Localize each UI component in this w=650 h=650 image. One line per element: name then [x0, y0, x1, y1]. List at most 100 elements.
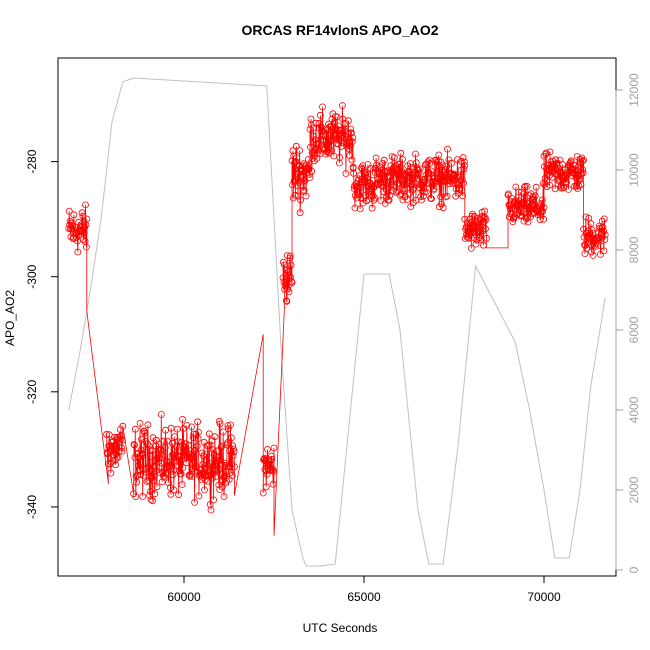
apo-point	[322, 125, 330, 133]
apo-point	[601, 236, 609, 244]
apo-point	[428, 195, 435, 203]
apo-point	[151, 490, 159, 498]
apo-point	[109, 444, 117, 452]
apo-point	[416, 165, 424, 173]
apo-point	[309, 132, 317, 140]
y-tick-label: -280	[25, 149, 39, 173]
apo-point	[267, 452, 275, 460]
apo-point	[179, 464, 187, 471]
apo-point	[396, 163, 404, 171]
apo-point	[292, 142, 300, 150]
apo-point	[509, 218, 517, 226]
apo-point	[169, 471, 177, 479]
apo-point	[424, 158, 432, 166]
apo-point	[521, 183, 528, 191]
apo-point	[144, 421, 152, 429]
apo-point	[366, 186, 374, 194]
apo-point	[458, 187, 466, 194]
apo-point	[576, 155, 584, 163]
apo-point	[106, 443, 113, 451]
apo-point	[316, 111, 324, 119]
apo-point	[228, 472, 236, 479]
apo-point	[539, 207, 547, 215]
apo-point	[134, 462, 142, 470]
apo-point	[286, 252, 294, 260]
apo-point	[390, 181, 398, 188]
apo-point	[319, 103, 326, 111]
apo-point	[162, 469, 170, 477]
apo-point	[138, 449, 146, 457]
apo-point	[83, 215, 91, 223]
apo-point	[578, 157, 586, 165]
apo-point	[150, 470, 158, 478]
apo-point	[427, 167, 435, 175]
apo-point	[580, 156, 587, 164]
apo-point	[227, 434, 235, 442]
apo-point	[515, 209, 522, 217]
apo-point	[175, 491, 183, 499]
apo-point	[418, 196, 425, 204]
apo-point	[139, 492, 147, 500]
apo-point	[327, 142, 335, 150]
apo-point	[349, 134, 357, 142]
apo-point	[347, 129, 355, 137]
apo-point	[297, 196, 305, 204]
apo-point	[107, 458, 115, 466]
apo-point	[414, 175, 422, 183]
apo-point	[204, 462, 212, 470]
apo-point	[367, 165, 374, 172]
apo-point	[392, 162, 400, 170]
apo-point	[368, 204, 376, 212]
apo-point	[524, 213, 531, 221]
apo-point	[259, 489, 267, 497]
y-axis-right: 0 2000 4000 6000 8000 10000 12000	[615, 73, 641, 573]
apo-point	[107, 460, 114, 468]
apo-point	[333, 113, 341, 121]
apo-point	[565, 185, 572, 193]
apo-point	[439, 161, 447, 169]
apo-point	[215, 481, 223, 489]
apo-point	[361, 170, 369, 178]
apo-point	[356, 205, 364, 213]
apo-point	[181, 443, 189, 451]
apo-point	[264, 445, 271, 453]
apo-point	[458, 176, 466, 184]
apo-point	[80, 236, 87, 244]
y2-tick-label: 0	[627, 566, 641, 573]
apo-point	[149, 434, 157, 442]
apo-point	[201, 486, 208, 494]
apo-point	[287, 261, 295, 269]
apo-point	[347, 125, 355, 133]
apo-point	[469, 210, 477, 218]
apo-point	[137, 446, 145, 454]
apo-point	[218, 442, 226, 450]
apo-point	[338, 102, 346, 109]
apo-point	[119, 422, 127, 430]
apo-point	[296, 209, 304, 217]
apo-point	[192, 463, 200, 471]
apo-point	[459, 154, 467, 162]
apo-point	[575, 163, 582, 170]
apo-point	[346, 142, 354, 150]
altitude-line	[68, 77, 606, 567]
apo-point	[148, 447, 156, 455]
apo-point	[213, 459, 221, 467]
apo-point	[157, 411, 165, 418]
apo-point	[224, 439, 231, 447]
apo-point	[103, 430, 110, 438]
apo-point	[208, 474, 216, 482]
apo-point	[145, 442, 153, 450]
apo-series-layer	[65, 102, 609, 536]
apo-point	[352, 183, 360, 191]
apo-point	[329, 136, 336, 144]
apo-point	[463, 219, 471, 227]
apo-point	[130, 440, 138, 448]
apo-point	[522, 215, 530, 223]
apo-point	[482, 225, 489, 233]
apo-point	[600, 247, 608, 255]
apo-point	[105, 431, 113, 439]
apo-point	[412, 150, 419, 158]
apo-point	[379, 178, 387, 186]
apo-point	[315, 119, 323, 127]
apo-point	[504, 190, 512, 198]
